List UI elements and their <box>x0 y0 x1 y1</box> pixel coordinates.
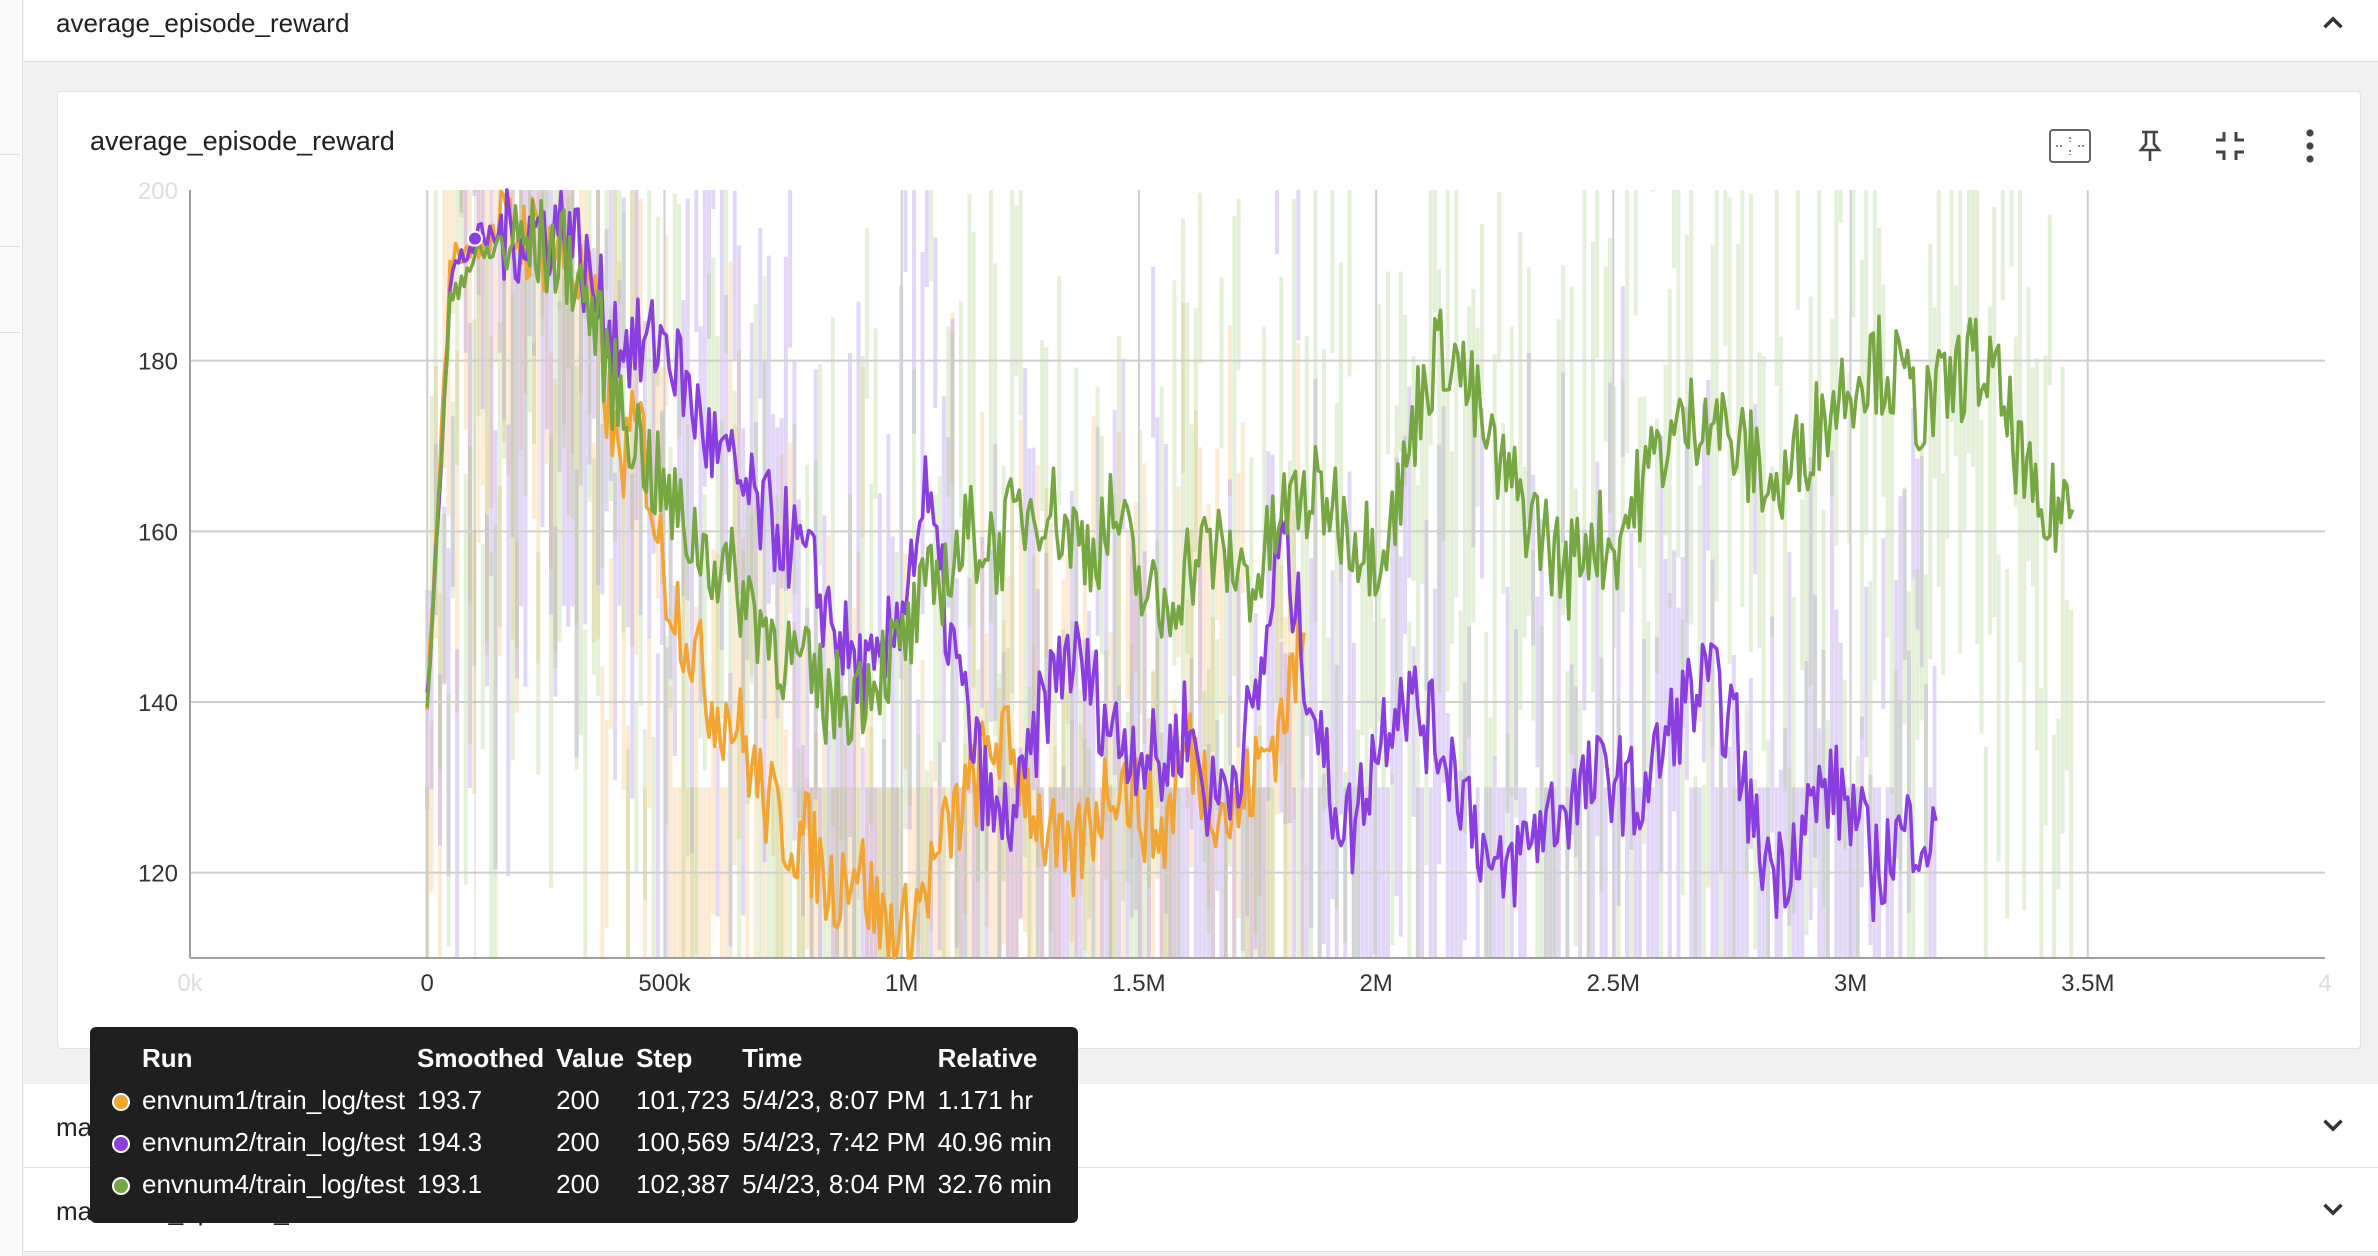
chevron-up-icon[interactable] <box>2316 6 2350 40</box>
more-vert-icon <box>2306 129 2314 163</box>
series-line <box>425 188 1938 923</box>
divider <box>0 332 20 333</box>
section-title: average_episode_reward <box>56 8 350 38</box>
x-tick-label: 1.5M <box>1112 970 1165 997</box>
relative-value: 1.171 hr <box>937 1084 1034 1115</box>
card-title: average_episode_reward <box>90 126 395 156</box>
header-value: Value <box>556 1042 625 1073</box>
x-tick-label: 0 <box>421 970 434 997</box>
series-color-dot <box>112 1134 130 1153</box>
smoothed-value: 193.1 <box>417 1168 483 1199</box>
raw-value: 200 <box>556 1084 600 1115</box>
header-run: Run <box>142 1042 193 1073</box>
time-value: 5/4/23, 8:04 PM <box>742 1168 926 1199</box>
x-tick-label: 3.5M <box>2061 970 2114 997</box>
y-tick-label: 140 <box>138 690 178 717</box>
run-name: envnum4/train_log/test <box>142 1168 406 1199</box>
tooltip-row: envnum4/train_log/test 193.1 200 102,387… <box>106 1163 1058 1205</box>
y-tick-label: 200 <box>138 178 178 205</box>
x-tick-label: 0k <box>177 970 203 997</box>
header-time: Time <box>742 1042 803 1073</box>
pin-button[interactable] <box>2124 120 2176 172</box>
header-smoothed: Smoothed <box>417 1042 545 1073</box>
series-color-dot <box>112 1176 130 1195</box>
y-tick-label: 120 <box>138 861 178 888</box>
raw-value: 200 <box>556 1168 600 1199</box>
section-header-average-episode-reward[interactable]: average_episode_reward <box>24 0 2378 62</box>
fullscreen-exit-button[interactable] <box>2204 120 2256 172</box>
fit-to-domain-icon <box>2049 129 2091 163</box>
x-tick-label: 2M <box>1359 970 1392 997</box>
time-value: 5/4/23, 7:42 PM <box>742 1126 926 1157</box>
more-options-button[interactable] <box>2284 120 2336 172</box>
time-value: 5/4/23, 8:07 PM <box>742 1084 926 1115</box>
chevron-down-icon[interactable] <box>2316 1192 2350 1226</box>
run-name: envnum1/train_log/test <box>142 1084 406 1115</box>
x-tick-label: 2.5M <box>1587 970 1640 997</box>
tooltip-row: envnum2/train_log/test 194.3 200 100,569… <box>106 1121 1058 1163</box>
relative-value: 40.96 min <box>937 1126 1052 1157</box>
chart-tooltip: Run Smoothed Value Step Time Relative en… <box>90 1027 1078 1223</box>
run-name: envnum2/train_log/test <box>142 1126 406 1157</box>
x-tick-label: 1M <box>885 970 918 997</box>
divider <box>0 246 20 247</box>
tooltip-header-row: Run Smoothed Value Step Time Relative <box>106 1037 1058 1079</box>
smoothed-value: 194.3 <box>417 1126 483 1157</box>
step-value: 101,723 <box>636 1084 731 1115</box>
left-nav-strip <box>0 0 23 1256</box>
relative-value: 32.76 min <box>937 1168 1052 1199</box>
x-tick-label: 3M <box>1834 970 1867 997</box>
header-step: Step <box>636 1042 693 1073</box>
x-tick-label: 4 <box>2318 970 2331 997</box>
series-line <box>425 198 2075 746</box>
x-tick-label: 500k <box>638 970 691 997</box>
y-tick-label: 160 <box>138 519 178 546</box>
hover-point <box>466 230 483 247</box>
smoothed-value: 193.7 <box>417 1084 483 1115</box>
fit-to-domain-button[interactable] <box>2044 120 2096 172</box>
step-value: 100,569 <box>636 1126 731 1157</box>
raw-values-band <box>425 190 1305 958</box>
pin-icon <box>2138 130 2162 161</box>
step-value: 102,387 <box>636 1168 731 1199</box>
raw-value: 200 <box>556 1126 600 1157</box>
series-color-dot <box>112 1092 130 1111</box>
header-relative: Relative <box>937 1042 1038 1073</box>
tooltip-row: envnum1/train_log/test 193.7 200 101,723… <box>106 1079 1058 1121</box>
chevron-down-icon[interactable] <box>2316 1108 2350 1142</box>
tooltip-table: Run Smoothed Value Step Time Relative en… <box>106 1037 1058 1205</box>
series-line <box>425 189 1306 960</box>
fullscreen-exit-icon <box>2216 132 2244 160</box>
y-tick-label: 180 <box>138 349 178 376</box>
divider <box>0 154 20 155</box>
